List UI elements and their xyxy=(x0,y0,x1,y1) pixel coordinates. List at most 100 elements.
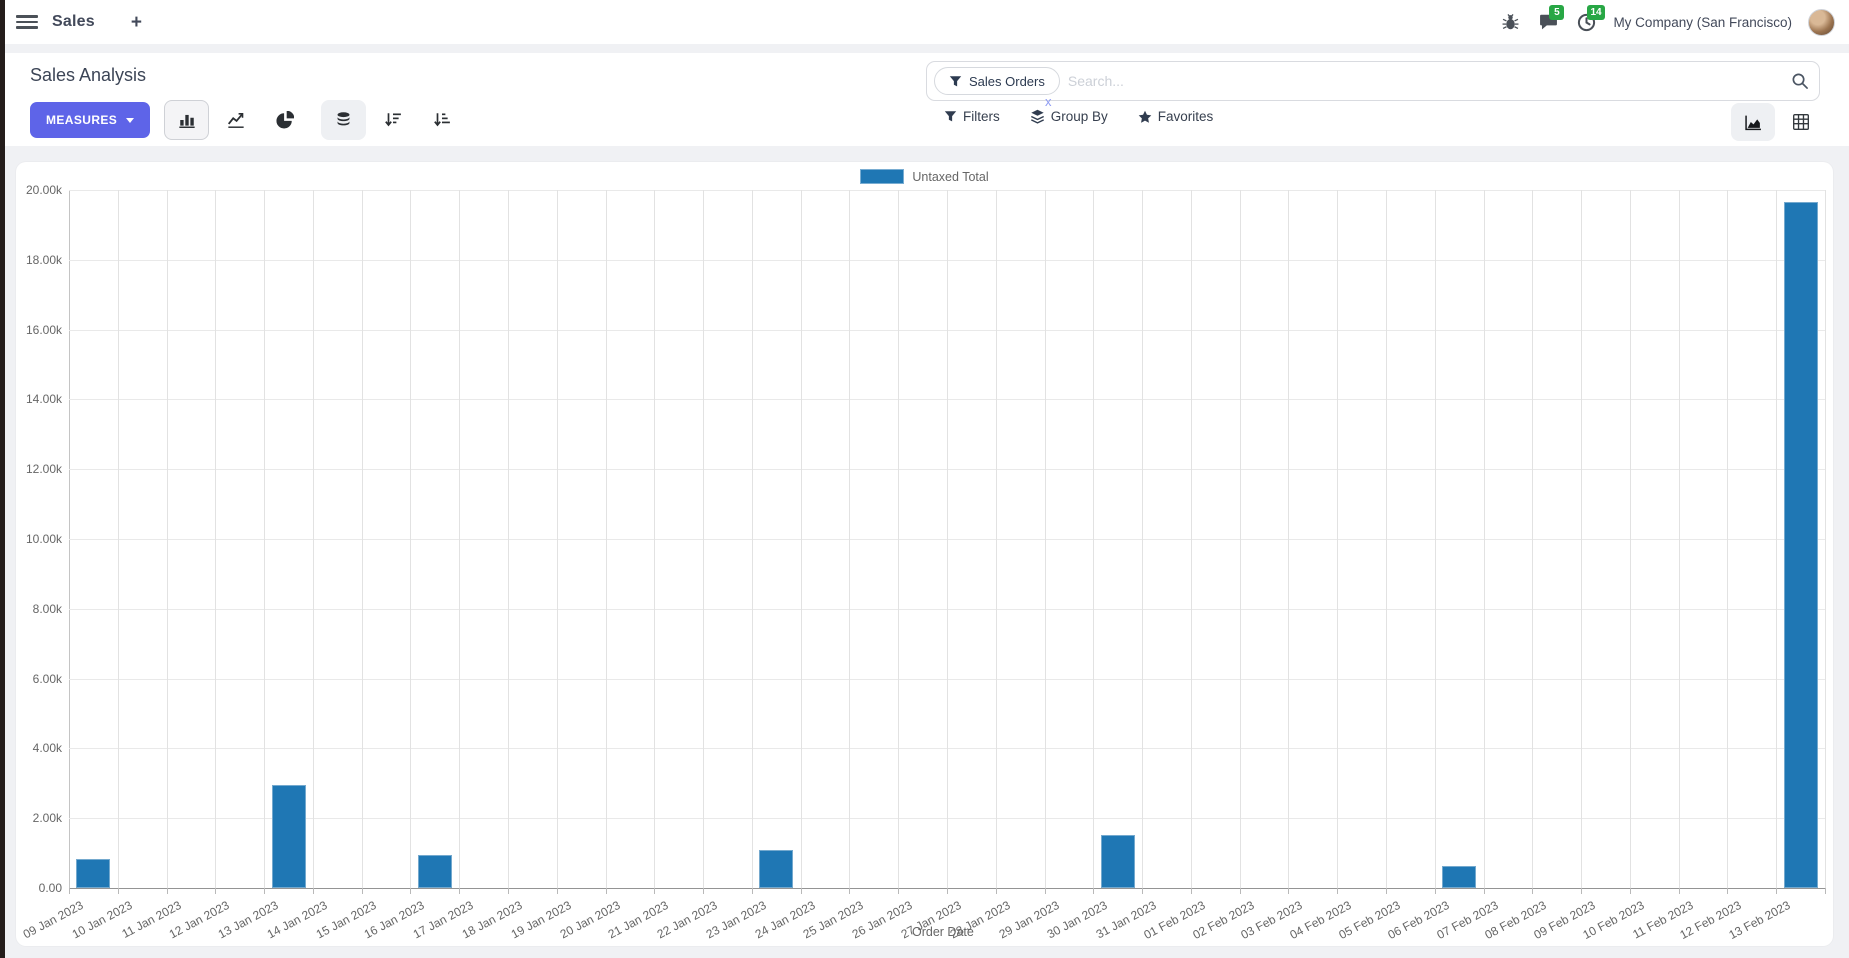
x-tick xyxy=(508,888,509,894)
y-tick-label: 20.00k xyxy=(25,183,62,197)
group-by-label: Group By xyxy=(1050,109,1108,124)
x-tick xyxy=(1386,888,1387,894)
new-tab-plus-button[interactable]: + xyxy=(130,11,142,33)
bar[interactable] xyxy=(759,850,794,888)
x-tick xyxy=(312,888,314,894)
layers-icon xyxy=(1030,109,1044,124)
search-icon[interactable] xyxy=(1791,72,1809,90)
gridline xyxy=(1239,190,1241,888)
legend[interactable]: Untaxed Total xyxy=(16,169,1833,184)
x-tick xyxy=(947,888,948,894)
gridline xyxy=(361,190,363,888)
x-tick xyxy=(1288,888,1290,894)
debug-bug-icon[interactable] xyxy=(1499,11,1521,33)
gridline xyxy=(1629,190,1631,888)
gridline xyxy=(1434,190,1436,888)
y-tick-label: 12.00k xyxy=(25,462,62,477)
gridline xyxy=(1044,190,1046,888)
x-tick xyxy=(215,888,217,894)
user-avatar[interactable] xyxy=(1808,8,1835,36)
x-tick xyxy=(1581,888,1583,894)
facet-remove-icon[interactable]: x xyxy=(1045,94,1052,109)
graph-view-card: Untaxed Total 0.00 2.00k 4.00k 6.00k 8.00k 10… xyxy=(16,162,1833,946)
x-tick xyxy=(605,888,607,894)
bar[interactable] xyxy=(1783,202,1818,888)
gridline xyxy=(1678,190,1680,888)
x-tick xyxy=(556,888,558,894)
stacked-toggle-button[interactable] xyxy=(321,100,367,140)
facet-label: Sales Orders xyxy=(969,73,1045,89)
filters-label: Filters xyxy=(963,109,1000,124)
bar[interactable] xyxy=(417,854,452,888)
hamburger-menu-icon[interactable] xyxy=(16,11,38,33)
bar-chart-button[interactable] xyxy=(164,100,210,140)
gridline xyxy=(556,190,558,888)
x-tick xyxy=(751,888,753,894)
gridline xyxy=(264,190,266,888)
filter-funnel-icon xyxy=(949,75,962,86)
sort-descending-button[interactable] xyxy=(370,100,415,140)
x-tick xyxy=(264,888,266,894)
top-navbar: Sales + 5 14 xyxy=(0,0,1849,44)
gridline xyxy=(1581,190,1583,888)
line-chart-button[interactable] xyxy=(213,100,258,140)
gridline xyxy=(898,190,900,888)
y-tick-label: 2.00k xyxy=(32,811,62,826)
x-tick xyxy=(69,888,70,894)
gridline xyxy=(1288,190,1290,888)
x-tick xyxy=(166,888,168,894)
x-tick xyxy=(703,888,705,894)
x-tick xyxy=(1776,888,1778,894)
favorites-label: Favorites xyxy=(1157,109,1214,124)
x-tick xyxy=(995,888,997,894)
y-tick-label: 8.00k xyxy=(32,601,62,616)
x-tick xyxy=(361,888,363,894)
gridline xyxy=(410,190,412,888)
x-tick xyxy=(654,888,656,894)
group-by-button[interactable]: Group By xyxy=(1030,109,1108,124)
gridline xyxy=(1776,190,1778,888)
pie-chart-button[interactable] xyxy=(262,100,307,140)
gridline xyxy=(1142,190,1144,888)
bar[interactable] xyxy=(1442,865,1477,888)
search-input[interactable] xyxy=(1067,73,1791,89)
x-tick xyxy=(1825,888,1826,894)
gridline xyxy=(1483,190,1485,888)
x-tick xyxy=(1727,888,1729,894)
activities-clock-icon[interactable]: 14 xyxy=(1575,5,1605,33)
bar[interactable] xyxy=(76,859,111,888)
pivot-view-switch-button[interactable] xyxy=(1779,103,1823,141)
bar[interactable] xyxy=(271,785,306,888)
sort-ascending-button[interactable] xyxy=(419,100,464,140)
measures-button-label: MEASURES xyxy=(46,113,118,127)
bar-chart-plot: 0.00 2.00k 4.00k 6.00k 8.00k 10.00k 12.00k 14.0… xyxy=(21,183,1826,942)
x-tick xyxy=(898,888,900,894)
gridline xyxy=(605,190,607,888)
messages-icon[interactable]: 5 xyxy=(1537,5,1565,33)
gridline xyxy=(1386,190,1387,888)
y-tick-label: 16.00k xyxy=(25,322,62,337)
x-tick xyxy=(1093,888,1095,894)
bar[interactable] xyxy=(1100,834,1135,888)
gridline xyxy=(459,190,461,888)
x-tick xyxy=(800,888,802,894)
graph-view-switch-button[interactable] xyxy=(1731,103,1775,141)
favorites-button[interactable]: Favorites xyxy=(1138,109,1214,124)
x-tick xyxy=(1190,888,1192,894)
gridline xyxy=(1825,190,1826,888)
gridline xyxy=(215,190,217,888)
messages-count-badge: 5 xyxy=(1549,5,1565,20)
company-switcher[interactable]: My Company (San Francisco) xyxy=(1613,14,1792,30)
filters-button[interactable]: Filters xyxy=(944,109,1000,124)
x-tick xyxy=(1142,888,1144,894)
app-name[interactable]: Sales xyxy=(52,13,95,30)
y-tick-label: 4.00k xyxy=(32,741,62,756)
filter-funnel-icon xyxy=(944,111,957,122)
area-chart-icon xyxy=(1744,115,1761,130)
legend-swatch xyxy=(860,169,905,184)
measures-button[interactable]: MEASURES xyxy=(30,102,151,138)
star-icon xyxy=(1138,110,1152,123)
search-facet-sales-orders[interactable]: Sales Orders xyxy=(934,67,1060,95)
gridline xyxy=(1337,190,1339,888)
search-bar[interactable]: Sales Orders x xyxy=(926,61,1820,108)
